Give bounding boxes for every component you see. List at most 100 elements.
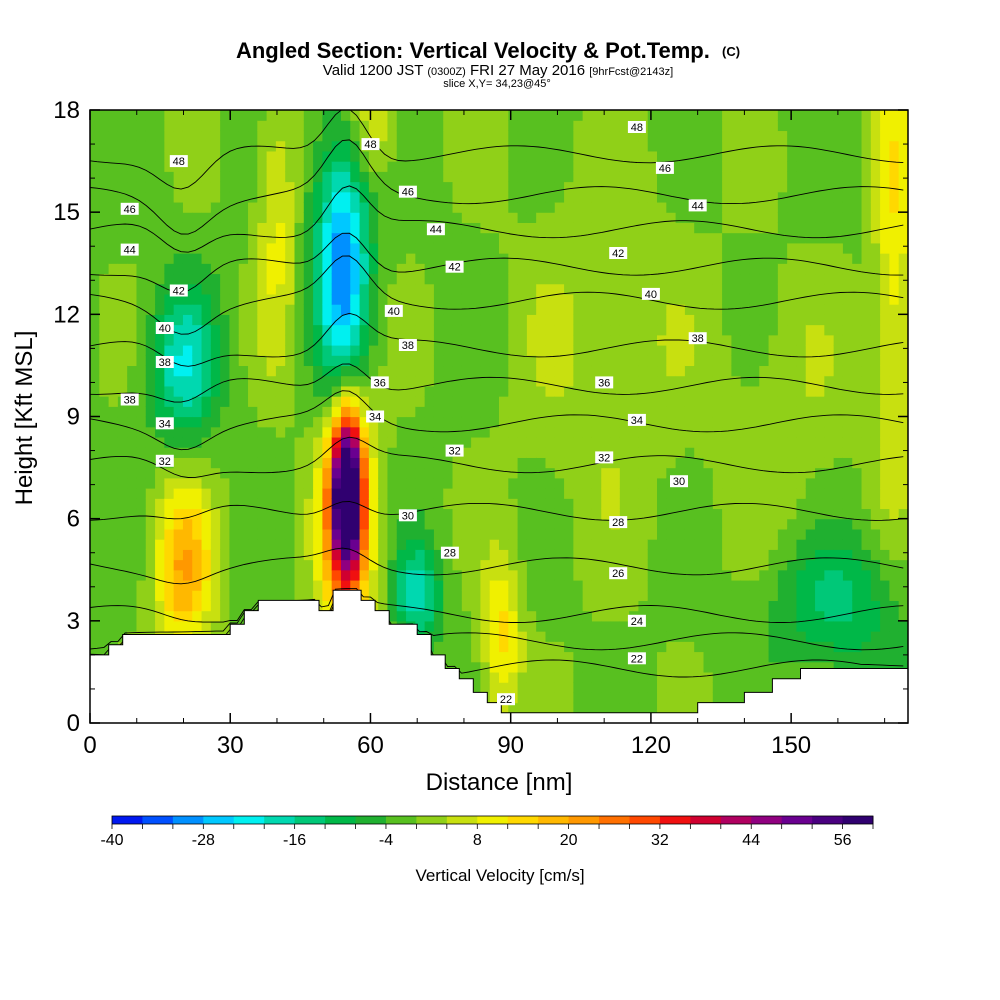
velocity-cell — [359, 304, 370, 315]
velocity-cell — [331, 161, 342, 172]
velocity-cell — [201, 324, 212, 336]
velocity-cell — [471, 600, 482, 612]
velocity-cell — [610, 661, 621, 673]
velocity-cell — [461, 436, 472, 448]
velocity-cell — [554, 447, 565, 458]
velocity-cell — [238, 324, 249, 336]
velocity-cell — [406, 528, 416, 540]
velocity-cell — [117, 314, 128, 326]
velocity-cell — [368, 324, 379, 336]
velocity-cell — [582, 334, 593, 346]
velocity-cell — [340, 242, 351, 254]
velocity-cell — [694, 314, 705, 326]
velocity-cell — [852, 396, 863, 407]
velocity-cell — [638, 334, 649, 346]
velocity-cell — [666, 498, 677, 510]
velocity-cell — [350, 406, 361, 418]
velocity-cell — [564, 181, 574, 193]
velocity-cell — [480, 436, 491, 448]
velocity-cell — [303, 273, 314, 285]
velocity-cell — [127, 120, 138, 132]
velocity-cell — [489, 610, 500, 622]
velocity-cell — [340, 140, 351, 152]
velocity-cell — [182, 201, 193, 213]
velocity-cell — [564, 528, 574, 540]
velocity-cell — [480, 232, 491, 244]
velocity-cell — [452, 590, 463, 601]
velocity-cell — [331, 273, 342, 285]
velocity-cell — [629, 314, 640, 326]
velocity-cell — [331, 222, 342, 234]
velocity-cell — [415, 508, 426, 520]
velocity-cell — [173, 293, 184, 305]
velocity-cell — [759, 263, 770, 275]
velocity-cell — [824, 171, 835, 183]
velocity-cell — [229, 283, 240, 295]
velocity-cell — [480, 508, 491, 520]
velocity-cell — [378, 130, 389, 142]
velocity-cell — [694, 549, 705, 561]
velocity-cell — [545, 293, 556, 305]
velocity-cell — [145, 222, 156, 234]
velocity-cell — [824, 559, 835, 571]
velocity-cell — [619, 620, 630, 632]
velocity-cell — [582, 641, 593, 653]
velocity-cell — [759, 508, 770, 520]
velocity-cell — [489, 539, 500, 550]
velocity-cell — [313, 253, 323, 264]
velocity-cell — [164, 273, 175, 285]
velocity-cell — [433, 457, 444, 469]
velocity-cell — [182, 539, 193, 550]
velocity-cell — [638, 641, 649, 653]
velocity-cell — [740, 457, 751, 469]
velocity-cell — [433, 620, 444, 632]
velocity-cell — [275, 396, 286, 407]
velocity-cell — [90, 539, 100, 550]
velocity-cell — [647, 191, 658, 203]
velocity-cell — [322, 528, 333, 540]
velocity-cell — [145, 396, 156, 407]
velocity-cell — [712, 293, 723, 305]
velocity-cell — [275, 334, 286, 346]
velocity-cell — [759, 242, 770, 254]
velocity-cell — [461, 406, 472, 418]
velocity-cell — [694, 467, 705, 479]
velocity-cell — [694, 498, 705, 510]
velocity-cell — [164, 201, 175, 213]
velocity-cell — [740, 120, 751, 132]
velocity-cell — [99, 171, 110, 183]
velocity-cell — [238, 273, 249, 285]
velocity-cell — [275, 406, 286, 418]
velocity-cell — [210, 365, 221, 377]
velocity-cell — [350, 161, 361, 172]
velocity-cell — [452, 120, 463, 132]
velocity-cell — [573, 161, 584, 172]
velocity-cell — [220, 181, 231, 193]
velocity-cell — [359, 222, 370, 234]
velocity-cell — [452, 375, 463, 387]
velocity-cell — [452, 344, 463, 356]
velocity-cell — [359, 110, 370, 121]
velocity-cell — [508, 324, 519, 336]
velocity-cell — [731, 140, 742, 152]
velocity-cell — [833, 222, 844, 234]
velocity-cell — [117, 110, 128, 121]
velocity-cell — [294, 467, 305, 479]
velocity-cell — [833, 355, 844, 367]
velocity-cell — [182, 447, 193, 458]
velocity-cell — [554, 130, 565, 142]
velocity-cell — [703, 161, 714, 172]
velocity-cell — [610, 263, 621, 275]
velocity-cell — [433, 539, 444, 550]
velocity-cell — [740, 232, 751, 244]
velocity-cell — [145, 355, 156, 367]
velocity-cell — [164, 498, 175, 510]
velocity-cell — [433, 610, 444, 622]
velocity-cell — [694, 508, 705, 520]
velocity-cell — [824, 569, 835, 581]
velocity-cell — [99, 324, 110, 336]
velocity-cell — [90, 130, 100, 142]
velocity-cell — [833, 579, 844, 591]
velocity-cell — [666, 651, 677, 663]
velocity-cell — [573, 569, 584, 581]
